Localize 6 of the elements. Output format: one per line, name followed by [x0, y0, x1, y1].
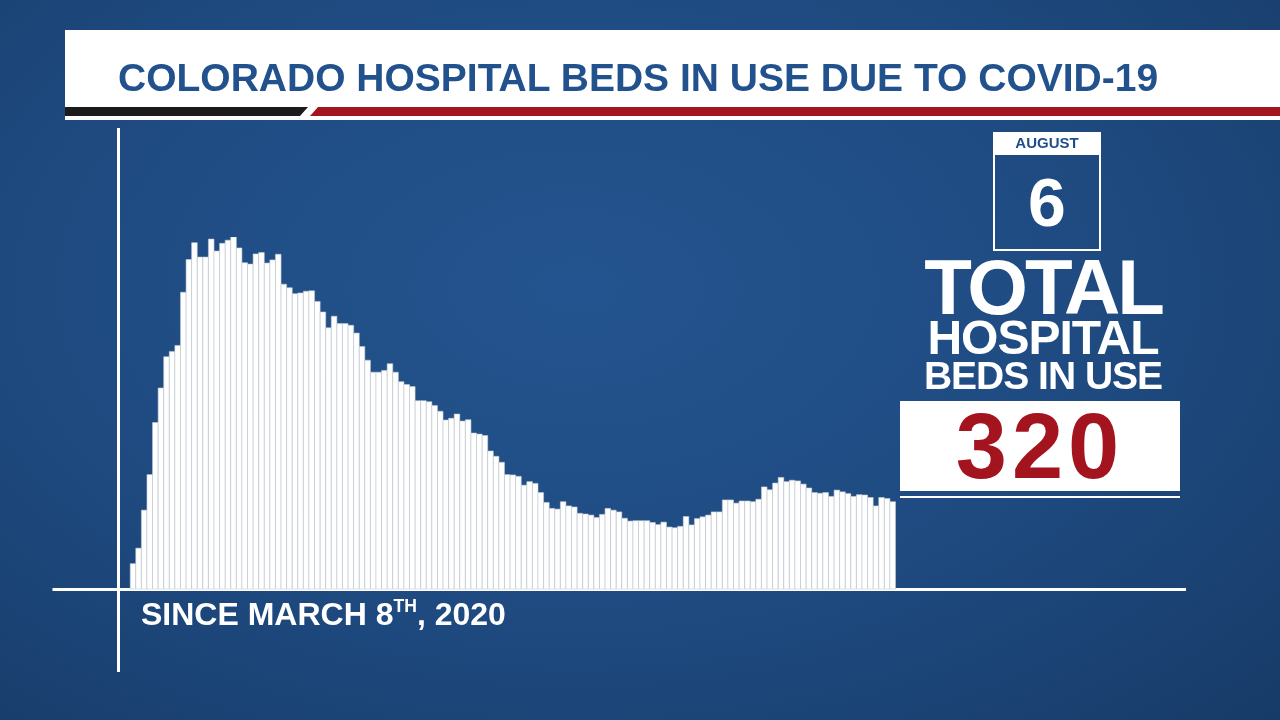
text: BEDS IN USE	[922, 354, 1164, 397]
x-axis-title: SINCE MARCH 8$^{TH}$, 2020	[141, 595, 506, 632]
text: AUGUST	[993, 132, 1101, 153]
text: 6	[1028, 164, 1066, 240]
text: 320	[954, 395, 1126, 498]
chart-title: COLORADO HOSPITAL BEDS IN USE DUE TO COVID-19	[118, 56, 1159, 99]
